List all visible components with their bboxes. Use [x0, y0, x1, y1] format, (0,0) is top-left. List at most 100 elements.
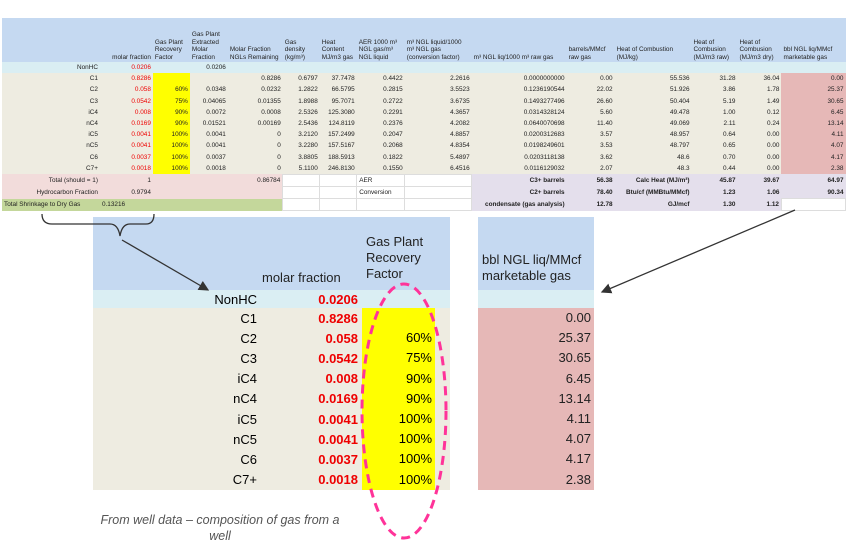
- cell: 48.6: [614, 151, 692, 163]
- summary-raw: 1.23: [691, 186, 738, 199]
- cell: 157.5167: [319, 140, 357, 152]
- cell: [356, 62, 405, 74]
- cell: 0.008: [99, 106, 153, 118]
- cell: [189, 186, 228, 199]
- cell: 5.19: [691, 95, 738, 107]
- zoom-row: nC5 0.0041 100%: [93, 429, 450, 450]
- cell: 2.07: [566, 162, 615, 175]
- bbl-value: 2.38: [478, 469, 594, 490]
- summary-row: Total (should = 1) 1 0.86784 AER C3+ barrels…: [2, 173, 846, 188]
- cell: 0.04065: [189, 95, 228, 107]
- cell: 13.14: [781, 117, 846, 130]
- summary-label: Hydrocarbon Fraction: [2, 186, 100, 199]
- cell: 0.2291: [356, 106, 405, 118]
- cell: 4.8354: [404, 140, 472, 152]
- cell: 0.0041: [189, 140, 228, 152]
- cell: [152, 174, 190, 187]
- cell: 0.0037: [189, 151, 228, 163]
- cell: 0.12: [737, 106, 782, 118]
- cell: 0.2068: [356, 140, 405, 152]
- summary-right-value: 56.38: [566, 174, 615, 187]
- cell: 0.0198249601: [471, 140, 567, 152]
- cell: 100%: [152, 162, 190, 175]
- cell: 0.00169: [227, 117, 283, 130]
- zoom-left-header: [93, 217, 450, 290]
- cell: 0.00: [566, 73, 615, 85]
- recovery-factor: 100%: [362, 409, 435, 430]
- bbl-value: 30.65: [478, 348, 594, 369]
- cell: [152, 73, 190, 85]
- cell: 4.3657: [404, 106, 472, 118]
- bbl-value: 0.00: [478, 308, 594, 329]
- cell: 48.957: [614, 129, 692, 141]
- cell: iC4: [2, 106, 100, 118]
- bbl-value: 6.45: [478, 368, 594, 389]
- cell: 60%: [152, 84, 190, 96]
- cell: 4.11: [781, 129, 846, 141]
- cell: 0.0037: [99, 151, 153, 163]
- molar-fraction: 0.0041: [318, 431, 358, 447]
- cell: 0.65: [691, 140, 738, 152]
- cell: 0: [227, 162, 283, 175]
- cell: 0.8286: [99, 73, 153, 85]
- cell: [404, 62, 472, 74]
- zoom-right-header: [478, 217, 594, 290]
- cell: 26.60: [566, 95, 615, 107]
- component-label: C7+: [232, 472, 257, 488]
- gas-composition-table: molar fraction Gas Plant Recovery Factor G…: [2, 18, 846, 212]
- cell: 6.4516: [404, 162, 472, 175]
- bracket: [41, 213, 155, 237]
- cell: 5.4897: [404, 151, 472, 163]
- cell: 4.8857: [404, 129, 472, 141]
- cell: 0.1550: [356, 162, 405, 175]
- cell: [319, 198, 358, 212]
- cell: 3.6735: [404, 95, 472, 107]
- zoom-row: NonHC 0.0206: [93, 290, 450, 308]
- cell: 36.04: [737, 73, 782, 85]
- component-label: iC5: [237, 411, 257, 427]
- summary-aer: [356, 198, 406, 212]
- table-row: nC5 0.0041 100% 0.0041 0 3.2280 157.5167 0.2068…: [2, 140, 846, 152]
- caption: From well data – composition of gas from…: [100, 513, 340, 543]
- summary-dry: 1.12: [737, 198, 782, 211]
- cell: [282, 173, 321, 188]
- cell: 0.00: [737, 162, 782, 175]
- highlight-ellipse: [360, 282, 448, 540]
- summary-remaining: [227, 186, 283, 199]
- summary-bbl: [780, 198, 846, 212]
- column-header: Gas Plant Extracted Molar Fraction: [189, 18, 228, 62]
- summary-raw: 1.30: [691, 198, 738, 211]
- cell: 0: [227, 151, 283, 163]
- cell: C6: [2, 151, 100, 163]
- column-header: [2, 18, 100, 62]
- cell: [471, 62, 567, 74]
- summary-heat-label: GJ/mcf: [614, 198, 692, 211]
- cell: 0.0018: [189, 162, 228, 175]
- cell: 66.5795: [319, 84, 357, 96]
- cell: 0.0232: [227, 84, 283, 96]
- molar-fraction: 0.0037: [318, 451, 358, 467]
- component-label: NonHC: [214, 291, 257, 307]
- recovery-factor: 75%: [362, 348, 435, 369]
- cell: 0.0200312683: [471, 129, 567, 141]
- cell: 188.5913: [319, 151, 357, 163]
- header-row: molar fraction Gas Plant Recovery Factor G…: [2, 18, 846, 62]
- bbl-value: 4.07: [478, 429, 594, 450]
- molar-fraction: 0.008: [325, 371, 358, 387]
- cell: [152, 198, 190, 211]
- cell: NonHC: [2, 62, 100, 74]
- column-header: Heat Content MJ/m3 gas: [319, 18, 357, 62]
- component-label: nC4: [233, 391, 257, 407]
- cell: 0.00: [737, 151, 782, 163]
- cell: 25.37: [781, 84, 846, 96]
- cell: 50.404: [614, 95, 692, 107]
- cell: 90%: [152, 117, 190, 130]
- zoom-row: C6 0.0037 100%: [93, 449, 450, 470]
- cell: 0.0314328124: [471, 106, 567, 118]
- cell: 3.62: [566, 151, 615, 163]
- summary-value: 0.13216: [99, 198, 153, 211]
- cell: 2.5436: [282, 117, 320, 130]
- cell: 246.8130: [319, 162, 357, 175]
- cell: 0.0008: [227, 106, 283, 118]
- column-header: barrels/MMcf raw gas: [566, 18, 615, 62]
